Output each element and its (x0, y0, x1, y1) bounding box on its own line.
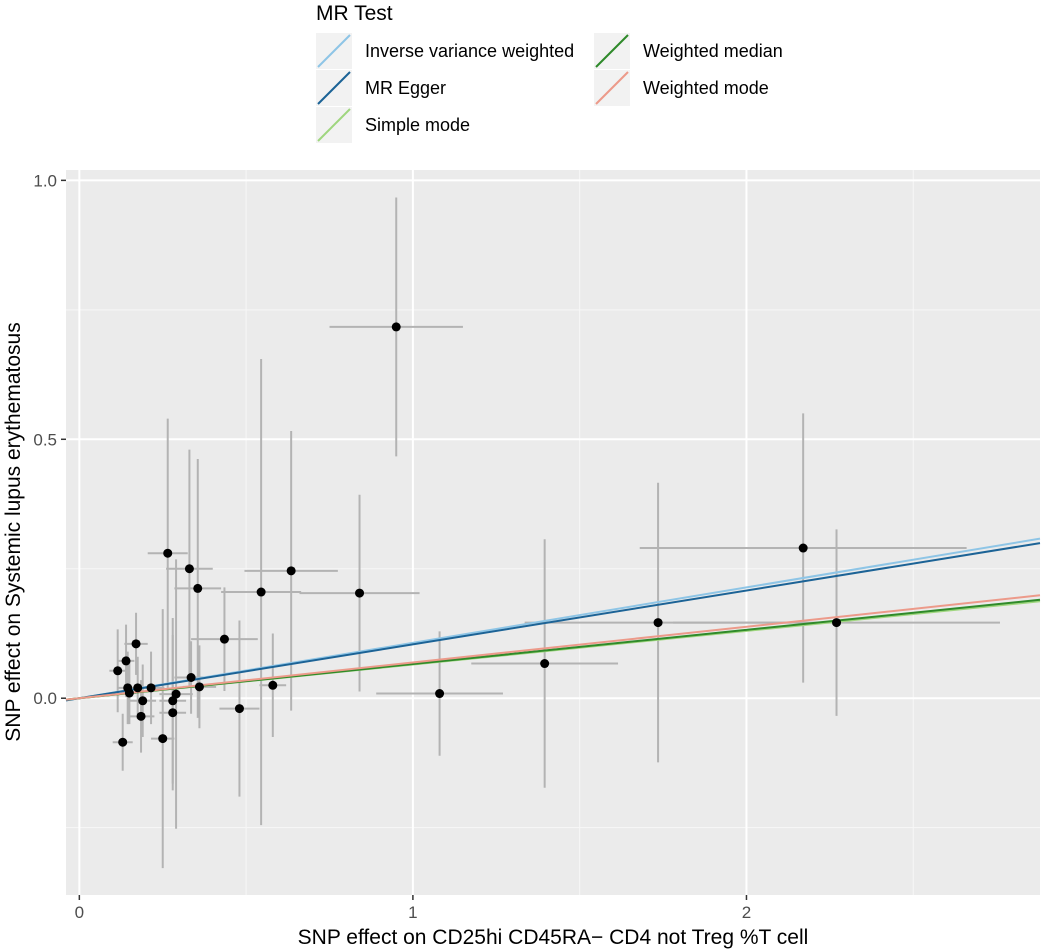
x-axis-title: SNP effect on CD25hi CD45RA− CD4 not Tre… (298, 926, 809, 949)
legend-swatch-inverse-variance-weighted (317, 34, 351, 68)
data-point (798, 543, 808, 553)
plot-panel (66, 170, 1040, 895)
y-tick-label: 0.0 (33, 689, 57, 708)
legend-label-mr-egger: MR Egger (365, 78, 446, 98)
legend: MR Test Inverse variance weighted MR Egge… (316, 2, 783, 143)
legend-label-weighted-median: Weighted median (643, 41, 783, 61)
data-point (133, 683, 143, 693)
legend-swatch-weighted-median (595, 34, 629, 68)
legend-label-inverse-variance-weighted: Inverse variance weighted (365, 41, 574, 61)
legend-label-simple-mode: Simple mode (365, 115, 470, 135)
y-axis-title: SNP effect on Systemic lupus erythematos… (2, 322, 25, 741)
data-point (121, 656, 131, 666)
data-point (194, 682, 204, 692)
data-point (186, 673, 196, 682)
data-point (184, 564, 194, 574)
data-point (171, 689, 181, 699)
data-point (435, 689, 445, 699)
y-tick-label: 1.0 (33, 171, 57, 190)
legend-title: MR Test (316, 2, 393, 25)
data-point (131, 639, 141, 649)
x-tick-label: 0 (75, 903, 84, 922)
legend-label-weighted-mode: Weighted mode (643, 78, 769, 98)
x-tick-label: 2 (742, 903, 751, 922)
data-point (158, 734, 168, 744)
fit-line-mr-egger (65, 542, 1041, 702)
data-point (540, 659, 550, 669)
legend-swatch-weighted-mode (595, 71, 629, 105)
axes: 0 1 2 0.0 0.5 1.0 (33, 171, 751, 922)
data-point (113, 666, 123, 676)
data-point (256, 587, 266, 597)
data-point (146, 683, 156, 693)
data-points (113, 322, 842, 747)
data-point (355, 588, 365, 598)
data-point (653, 618, 663, 628)
fit-line-weighted-mode (65, 594, 1041, 701)
data-point (234, 704, 244, 714)
data-point (832, 618, 842, 628)
data-point (168, 708, 178, 718)
data-point (163, 548, 173, 558)
y-tick-label: 0.5 (33, 430, 57, 449)
data-point (138, 696, 148, 706)
data-point (219, 634, 229, 644)
data-point (286, 566, 296, 576)
x-tick-label: 1 (408, 903, 417, 922)
data-point (391, 322, 401, 332)
data-point (118, 737, 128, 747)
data-point (124, 688, 134, 698)
data-point (136, 711, 146, 721)
data-point (193, 583, 203, 593)
data-point (268, 680, 278, 690)
data-point (168, 696, 178, 706)
legend-swatch-simple-mode (317, 108, 351, 142)
grid-major (66, 170, 1040, 895)
fit-lines (65, 537, 1041, 702)
legend-swatch-mr-egger (317, 71, 351, 105)
